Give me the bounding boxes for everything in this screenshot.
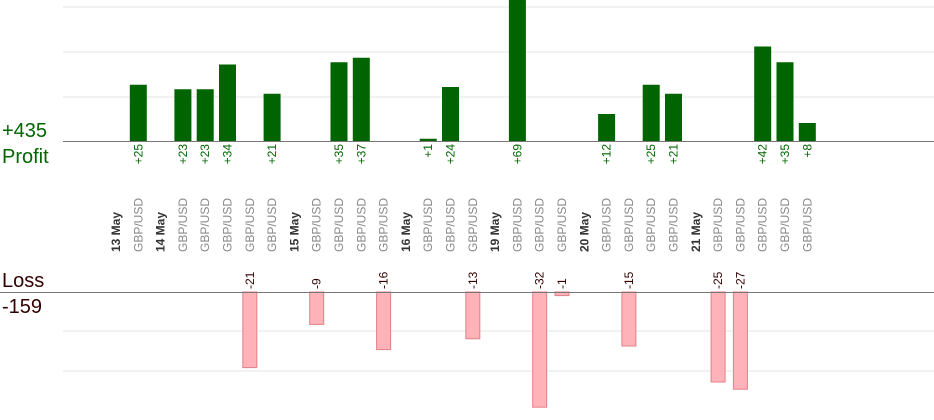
loss-bar bbox=[242, 291, 258, 369]
profit-bar bbox=[598, 114, 616, 141]
pair-label: GBP/USD bbox=[622, 198, 636, 252]
pair-label: GBP/USD bbox=[421, 198, 435, 252]
pair-label: GBP/USD bbox=[733, 198, 747, 252]
profit-bar bbox=[129, 84, 147, 141]
loss-value-label: -13 bbox=[466, 271, 480, 289]
pair-label: GBP/USD bbox=[221, 198, 235, 252]
profit-value-label: +34 bbox=[221, 144, 235, 165]
loss-bar bbox=[465, 291, 481, 340]
profit-value-label: +25 bbox=[131, 144, 145, 165]
profit-bar bbox=[263, 93, 281, 141]
profit-bar bbox=[174, 89, 192, 141]
profit-bar bbox=[419, 138, 437, 141]
profit-bar bbox=[798, 123, 816, 141]
profit-value-label: +25 bbox=[644, 144, 658, 165]
pair-label: GBP/USD bbox=[600, 198, 614, 252]
pair-label: GBP/USD bbox=[243, 198, 257, 252]
loss-value-label: -25 bbox=[711, 271, 725, 289]
pair-label: GBP/USD bbox=[533, 198, 547, 252]
profit-value-label: +21 bbox=[265, 144, 279, 165]
profit-bar bbox=[754, 46, 772, 141]
pair-label: GBP/USD bbox=[667, 198, 681, 252]
profit-bar bbox=[330, 62, 348, 141]
loss-value-label: -32 bbox=[533, 271, 547, 289]
loss-value-label: -1 bbox=[555, 278, 569, 289]
loss-value-label: -21 bbox=[243, 271, 257, 289]
profit-bar bbox=[776, 62, 794, 141]
date-label: 13 May bbox=[109, 212, 123, 252]
profit-value-label: +42 bbox=[756, 144, 770, 165]
profit-value-label: +37 bbox=[354, 144, 368, 165]
pair-label: GBP/USD bbox=[756, 198, 770, 252]
loss-total: -159 bbox=[2, 296, 43, 318]
pair-label: GBP/USD bbox=[444, 198, 458, 252]
profit-value-label: +24 bbox=[444, 144, 458, 165]
pair-label: GBP/USD bbox=[510, 198, 524, 252]
pair-label: GBP/USD bbox=[198, 198, 212, 252]
profit-value-label: +1 bbox=[421, 144, 435, 158]
axis-lines bbox=[0, 141, 934, 293]
loss-value-label: -27 bbox=[733, 271, 747, 289]
loss-value-label: -15 bbox=[622, 271, 636, 289]
profit-value-label: +8 bbox=[800, 144, 814, 158]
pair-label: GBP/USD bbox=[778, 198, 792, 252]
profit-value-label: +35 bbox=[332, 144, 346, 165]
pair-label: GBP/USD bbox=[711, 198, 725, 252]
date-label: 21 May bbox=[689, 212, 703, 252]
date-label: 16 May bbox=[399, 212, 413, 252]
pair-label: GBP/USD bbox=[265, 198, 279, 252]
profit-label: Profit bbox=[2, 146, 49, 168]
loss-value-label: -16 bbox=[377, 271, 391, 289]
profit-value-label: +12 bbox=[600, 144, 614, 165]
date-label: 20 May bbox=[577, 212, 591, 252]
profit-value-label: +35 bbox=[778, 144, 792, 165]
grid-lines bbox=[63, 6, 934, 372]
pair-label: GBP/USD bbox=[644, 198, 658, 252]
bars-layer bbox=[129, 0, 816, 408]
date-label: 14 May bbox=[154, 212, 168, 252]
profit-bar bbox=[196, 89, 214, 141]
pair-label: GBP/USD bbox=[800, 198, 814, 252]
loss-value-label: -9 bbox=[310, 278, 324, 289]
pair-label: GBP/USD bbox=[377, 198, 391, 252]
loss-bar bbox=[376, 291, 392, 351]
pair-label: GBP/USD bbox=[332, 198, 346, 252]
loss-bar bbox=[532, 291, 548, 408]
pair-label: GBP/USD bbox=[354, 198, 368, 252]
pair-label: GBP/USD bbox=[176, 198, 190, 252]
profit-bar bbox=[352, 57, 370, 141]
loss-bar bbox=[710, 291, 726, 383]
profit-value-label: +23 bbox=[198, 144, 212, 165]
loss-bar bbox=[621, 291, 637, 347]
pair-label: GBP/USD bbox=[131, 198, 145, 252]
loss-bar bbox=[309, 291, 325, 325]
labels-layer: 13 May GBP/USD +25 14 May GBP/USD +23 GBP/USD +… bbox=[109, 144, 814, 289]
loss-label: Loss bbox=[2, 270, 45, 292]
profit-value-label: +21 bbox=[667, 144, 681, 165]
pair-label: GBP/USD bbox=[466, 198, 480, 252]
profit-bar bbox=[665, 93, 682, 141]
profit-bar bbox=[219, 64, 236, 141]
date-label: 19 May bbox=[488, 212, 502, 252]
profit-value-label: +69 bbox=[510, 144, 524, 165]
profit-total: +435 bbox=[2, 120, 48, 142]
date-label: 15 May bbox=[287, 212, 301, 252]
loss-bar bbox=[732, 291, 748, 390]
profit-bar bbox=[442, 87, 459, 141]
profit-bar bbox=[508, 0, 526, 141]
pair-label: GBP/USD bbox=[555, 198, 569, 252]
pair-label: GBP/USD bbox=[310, 198, 324, 252]
profit-bar bbox=[642, 84, 660, 141]
profit-value-label: +23 bbox=[176, 144, 190, 165]
